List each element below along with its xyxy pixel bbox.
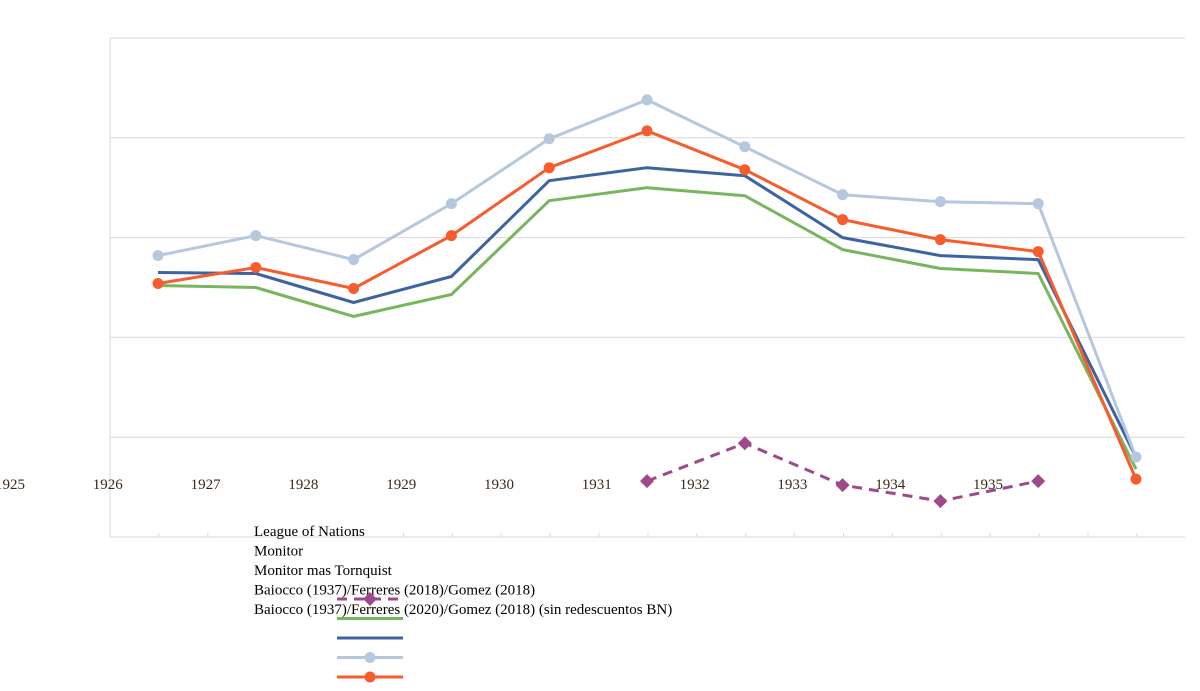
data-point <box>1032 246 1044 258</box>
legend-swatch-4 <box>337 671 403 683</box>
data-point <box>640 474 654 489</box>
data-point <box>348 254 360 266</box>
series-2 <box>157 166 1138 458</box>
data-point <box>543 133 555 145</box>
legend-label-1: Monitor <box>254 544 303 560</box>
series-layer <box>152 94 1142 509</box>
legend-swatch-marker <box>363 592 377 606</box>
x-tick-label: 1933 <box>777 477 807 493</box>
series-line-4 <box>157 129 1138 480</box>
legend-swatch-marker <box>364 652 376 663</box>
x-tick-label: 1928 <box>288 477 318 493</box>
data-point <box>250 230 262 242</box>
data-point <box>933 494 948 509</box>
data-point <box>348 282 360 294</box>
series-4 <box>152 125 1142 485</box>
series-0 <box>640 436 1046 509</box>
data-point <box>152 278 164 290</box>
legend-label-3: Baiocco (1937)/Ferreres (2018)/Gomez (20… <box>254 583 535 599</box>
series-3 <box>152 94 1142 463</box>
x-tick-label: 1929 <box>386 477 416 493</box>
chart-axes <box>109 38 1185 538</box>
x-tick-labels: 1925 1926 1927 1928 1929 1930 1931 1932 1933 1934… <box>0 477 1003 493</box>
series-line-2 <box>157 166 1138 458</box>
x-tick-label: 1935 <box>973 477 1003 493</box>
x-tick-label: 1934 <box>875 477 906 493</box>
data-point <box>837 214 849 226</box>
data-point <box>152 250 164 262</box>
data-point <box>1130 473 1142 485</box>
grid-lines <box>110 37 1185 438</box>
data-point <box>837 189 849 201</box>
data-point <box>835 478 850 493</box>
series-line-1 <box>157 186 1138 470</box>
data-point <box>739 141 751 153</box>
legend-swatch-0 <box>337 592 403 606</box>
legend-label-0: League of Nations <box>254 524 365 540</box>
data-point <box>250 262 262 274</box>
x-tick-label: 1930 <box>484 477 514 493</box>
data-point <box>445 230 457 242</box>
legend-label-2: Monitor mas Tornquist <box>254 563 393 579</box>
data-point <box>934 196 946 208</box>
legend-swatch-marker <box>364 671 376 683</box>
data-point <box>1032 198 1044 210</box>
data-point <box>445 198 457 210</box>
x-tick-label: 1932 <box>680 477 710 493</box>
data-point <box>641 94 653 106</box>
legend-labels: League of Nations Monitor Monitor mas Torn… <box>254 524 672 618</box>
series-1 <box>157 186 1138 470</box>
x-tick-label: 1926 <box>93 477 124 493</box>
legend-swatches <box>337 592 403 683</box>
x-tick-label: 1931 <box>582 477 612 493</box>
data-point <box>739 164 751 176</box>
x-tick-label: 1925 <box>0 477 25 493</box>
legend-label-4: Baiocco (1937)/Ferreres (2020)/Gomez (20… <box>254 602 672 618</box>
data-point <box>1031 474 1046 489</box>
data-point <box>1130 451 1142 463</box>
data-point <box>641 125 653 137</box>
legend-swatch-3 <box>337 652 403 663</box>
data-point <box>543 162 555 174</box>
x-tick-label: 1927 <box>191 477 222 493</box>
data-point <box>737 436 752 451</box>
data-point <box>934 234 946 246</box>
